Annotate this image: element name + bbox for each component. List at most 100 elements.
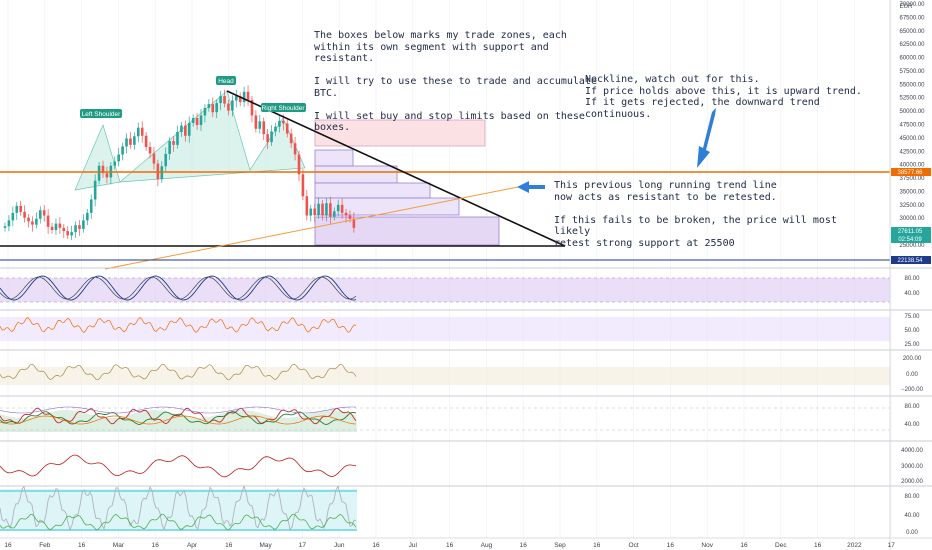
stochastic-signal-line (0, 513, 357, 531)
candle-body (266, 134, 269, 143)
trade-zone-box (314, 216, 500, 246)
indicator-tick-label: 4000.00 (901, 448, 923, 454)
time-tick-label: 16 (4, 542, 12, 549)
candle-body (93, 180, 97, 200)
candle-body (11, 212, 15, 221)
candle-body (262, 121, 266, 135)
candle-body (176, 131, 179, 145)
indicator-panels: 80.00 40.00 75.00 50.00 25.00 200.00 0.00 −200.… (0, 267, 932, 536)
price-tick-label: 42500.00 (899, 149, 925, 155)
candle-body (203, 107, 207, 116)
time-tick-label: 16 (740, 542, 748, 549)
momentum-line (0, 363, 357, 381)
candle-body (35, 218, 38, 225)
candle-body (336, 204, 340, 212)
candle-body (254, 115, 258, 129)
ma-line (0, 407, 357, 425)
candle-body (211, 104, 215, 113)
volume-oscillator-line (0, 454, 357, 478)
trade-zones (314, 119, 500, 246)
price-tick-label: 45000.00 (899, 136, 925, 142)
time-tick-label: 17 (299, 542, 307, 549)
indicator-tick-label: 50.00 (904, 328, 920, 334)
time-tick-label: Sep (554, 542, 566, 549)
arrow-icon (697, 108, 716, 168)
candle-body (329, 203, 332, 217)
trendline-note: This previous long running trend line no… (554, 180, 837, 249)
candle-body (105, 173, 109, 178)
candle-body (54, 223, 58, 231)
price-tick-label: 62500.00 (899, 42, 925, 48)
price-tick-label: 37500.00 (899, 176, 925, 182)
indicator-tick-label: 80.00 (904, 404, 920, 410)
descending-trendline (226, 90, 566, 247)
svg-text:38577.66: 38577.66 (897, 170, 923, 176)
pattern-label: Right Shoulder (262, 105, 306, 112)
candle-body (133, 136, 136, 145)
candle-body (19, 205, 22, 212)
candle-body (86, 212, 89, 221)
pattern-label: Head (218, 78, 234, 85)
candle-body (23, 211, 26, 218)
stochastic-line (0, 484, 357, 532)
price-axis[interactable]: 70000.00 67500.00 65000.00 62500.00 60000.00… (899, 2, 925, 249)
svg-text:02:54:09: 02:54:09 (898, 237, 922, 243)
price-tag: 22138.54 (891, 256, 931, 264)
time-tick-label: 16 (78, 542, 86, 549)
candle-body (219, 96, 222, 104)
trade-zone-box (314, 119, 486, 147)
candle-body (180, 125, 183, 132)
candle-body (348, 215, 352, 219)
candle-body (305, 196, 309, 216)
pattern-label: Left Shoulder (82, 111, 122, 118)
time-tick-label: Oct (629, 542, 639, 549)
price-tick-label: 25000.00 (899, 243, 925, 249)
time-tick-label: 16 (593, 542, 601, 549)
time-tick-label: Jul (409, 542, 418, 549)
candle-body (270, 131, 273, 143)
right-shoulder-label: Right Shoulder (261, 103, 306, 112)
candle-body (7, 220, 11, 227)
price-tick-label: 60000.00 (899, 56, 925, 62)
time-tick-label: Dec (775, 542, 787, 549)
svg-text:27611.05: 27611.05 (898, 229, 923, 235)
indicator-tick-label: 80.00 (904, 494, 920, 500)
time-tick-label: 16 (814, 542, 822, 549)
candle-body (31, 221, 34, 225)
trade-zone-box (314, 197, 460, 216)
time-tick-label: Aug (481, 542, 493, 549)
rising-trendline (104, 186, 519, 270)
candle-body (140, 127, 144, 136)
candle-body (274, 126, 277, 132)
candle-body (282, 120, 285, 124)
time-tick-label: 17 (888, 542, 896, 549)
indicator-band (0, 367, 890, 385)
ma-line (0, 406, 357, 414)
candle-body (42, 210, 46, 216)
time-axis[interactable]: 16 Feb 16 Mar 16 Apr 16 May 17 Jun 16 Jul 16 Aug 16 Sep… (4, 542, 895, 549)
candle-body (325, 203, 328, 216)
candle-body (301, 174, 305, 197)
candle-body (148, 146, 152, 154)
price-tick-label: 32500.00 (899, 203, 925, 209)
candle-body (78, 225, 81, 229)
candle-body (144, 135, 148, 147)
candle-body (332, 211, 336, 217)
candle-body (344, 212, 348, 216)
candle-body (58, 223, 62, 228)
candle-body (136, 127, 140, 137)
grid-lines (7, 0, 892, 538)
time-tick-label: 16 (667, 542, 675, 549)
candle-body (168, 141, 171, 154)
candle-body (234, 96, 238, 101)
price-tag: 38577.66 (891, 168, 931, 176)
ma-line (0, 415, 357, 425)
candle-body (50, 226, 54, 231)
currency-label: EUR (900, 4, 913, 10)
candle-body (207, 104, 211, 108)
price-tick-label: 57500.00 (899, 69, 925, 75)
price-tick-label: 67500.00 (899, 15, 925, 21)
indicator-tick-label: 200.00 (903, 356, 922, 362)
candle-body (191, 118, 195, 123)
